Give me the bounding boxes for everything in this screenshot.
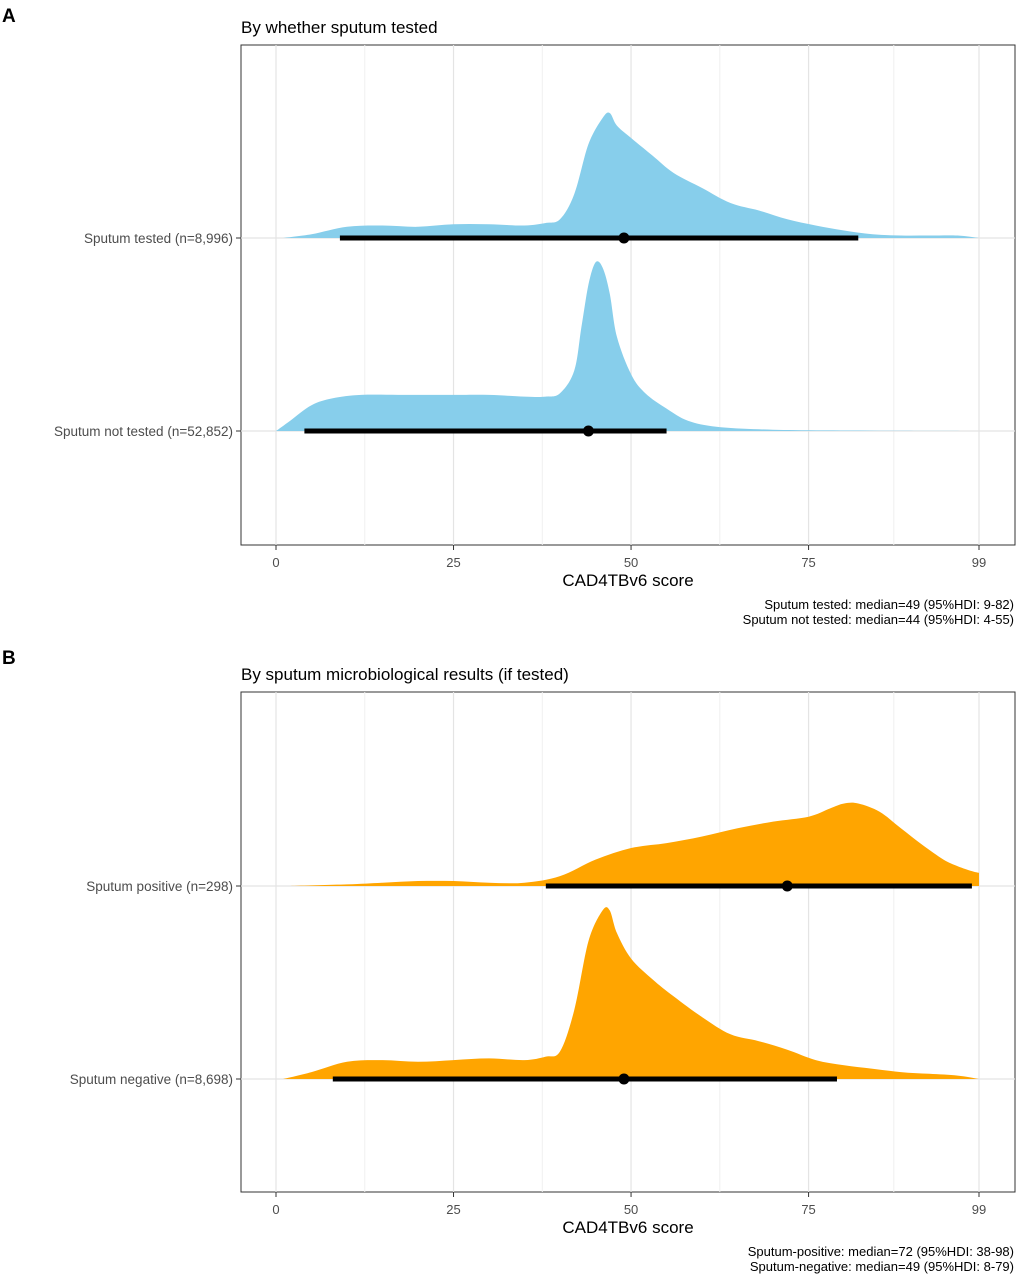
y-tick-label-b-1: Sputum negative (n=8,698) (70, 1072, 233, 1087)
density-a-1 (276, 261, 979, 431)
x-tick-label-b-1: 25 (446, 1202, 460, 1217)
caption-a-line-2: Sputum not tested: median=44 (95%HDI: 4-… (742, 612, 1014, 627)
density-b-1 (283, 907, 980, 1079)
plot-panel-b (240, 691, 1016, 1193)
density-b-0 (290, 802, 979, 886)
caption-b-line-2: Sputum-negative: median=49 (95%HDI: 8-79… (749, 1259, 1014, 1274)
density-a-0 (283, 112, 980, 238)
median-point-b-1 (618, 1073, 630, 1085)
panel-title-a: By whether sputum tested (241, 18, 438, 37)
y-tick-label-a-1: Sputum not tested (n=52,852) (54, 424, 233, 439)
x-axis-title-b: CAD4TBv6 score (562, 1218, 693, 1237)
caption-b-line-1: Sputum-positive: median=72 (95%HDI: 38-9… (747, 1244, 1014, 1259)
x-tick-label-a-4: 99 (972, 555, 986, 570)
panel-label-b: B (2, 648, 16, 669)
x-tick-label-a-0: 0 (272, 555, 279, 570)
x-tick-label-b-2: 50 (624, 1202, 638, 1217)
x-tick-label-b-3: 75 (801, 1202, 815, 1217)
x-tick-label-a-3: 75 (801, 555, 815, 570)
caption-a-line-1: Sputum tested: median=49 (95%HDI: 9-82) (764, 597, 1014, 612)
median-point-b-0 (781, 880, 793, 892)
x-tick-label-b-4: 99 (972, 1202, 986, 1217)
panel-title-b: By sputum microbiological results (if te… (241, 665, 569, 684)
x-tick-label-a-2: 50 (624, 555, 638, 570)
panel-label-a: A (2, 6, 16, 27)
median-point-a-1 (582, 425, 594, 437)
y-tick-label-b-0: Sputum positive (n=298) (86, 879, 233, 894)
caption-b: Sputum-positive: median=72 (95%HDI: 38-9… (748, 1244, 1014, 1274)
caption-a: Sputum tested: median=49 (95%HDI: 9-82) … (743, 597, 1014, 627)
y-tick-label-a-0: Sputum tested (n=8,996) (84, 231, 233, 246)
plot-panel-a (240, 44, 1016, 546)
x-tick-label-b-0: 0 (272, 1202, 279, 1217)
median-point-a-0 (618, 232, 630, 244)
x-axis-title-a: CAD4TBv6 score (562, 571, 693, 590)
x-tick-label-a-1: 25 (446, 555, 460, 570)
